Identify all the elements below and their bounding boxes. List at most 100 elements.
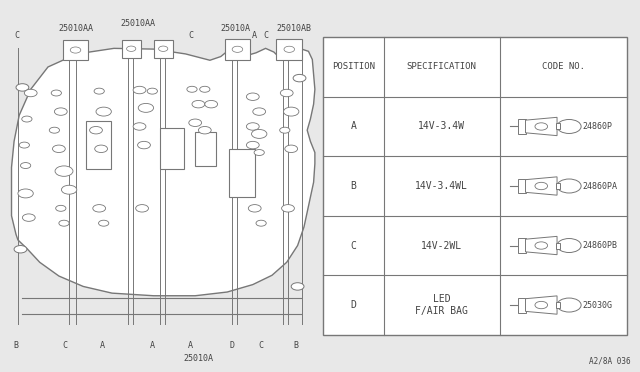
Circle shape: [282, 205, 294, 212]
Bar: [556, 124, 560, 129]
Circle shape: [535, 301, 548, 309]
Circle shape: [127, 46, 136, 51]
Circle shape: [56, 205, 66, 211]
Circle shape: [232, 46, 243, 52]
Circle shape: [284, 107, 299, 116]
Text: A: A: [150, 341, 155, 350]
Circle shape: [20, 163, 31, 169]
Text: B: B: [351, 181, 356, 191]
Circle shape: [22, 214, 35, 221]
Text: C: C: [264, 31, 269, 40]
Circle shape: [192, 100, 205, 108]
Circle shape: [535, 182, 548, 190]
Circle shape: [133, 123, 146, 130]
Circle shape: [198, 126, 211, 134]
Text: 14V-3.4WL: 14V-3.4WL: [415, 181, 468, 191]
Text: 25010A: 25010A: [221, 24, 251, 33]
Circle shape: [248, 205, 261, 212]
Circle shape: [189, 119, 202, 126]
Bar: [518, 298, 525, 312]
Bar: [518, 119, 525, 134]
Circle shape: [253, 108, 266, 115]
Circle shape: [200, 86, 210, 92]
Bar: [556, 302, 560, 308]
Text: 25010AA: 25010AA: [120, 19, 156, 28]
Circle shape: [51, 90, 61, 96]
Circle shape: [54, 108, 67, 115]
Circle shape: [99, 220, 109, 226]
Text: 25010AA: 25010AA: [59, 25, 94, 33]
Text: A: A: [188, 341, 193, 350]
Text: A: A: [351, 122, 356, 131]
Text: C: C: [351, 241, 356, 250]
Circle shape: [59, 220, 69, 226]
Circle shape: [284, 46, 294, 52]
Circle shape: [246, 141, 259, 149]
Text: A: A: [252, 31, 257, 40]
Circle shape: [93, 205, 106, 212]
Text: B: B: [13, 341, 19, 350]
Text: D: D: [229, 341, 234, 350]
Circle shape: [256, 220, 266, 226]
Circle shape: [557, 119, 581, 134]
Circle shape: [535, 242, 548, 249]
Circle shape: [22, 116, 32, 122]
Circle shape: [95, 145, 108, 153]
Polygon shape: [12, 46, 315, 296]
Circle shape: [246, 123, 259, 130]
Text: 24860P: 24860P: [582, 122, 612, 131]
Circle shape: [18, 189, 33, 198]
Circle shape: [138, 103, 154, 112]
Text: C: C: [259, 341, 264, 350]
Circle shape: [280, 127, 290, 133]
Bar: [518, 238, 525, 253]
Text: LED
F/AIR BAG: LED F/AIR BAG: [415, 294, 468, 316]
Bar: [160, 128, 184, 169]
Text: 24860PB: 24860PB: [582, 241, 618, 250]
Polygon shape: [525, 117, 557, 136]
Circle shape: [557, 179, 581, 193]
Circle shape: [96, 107, 111, 116]
Circle shape: [52, 145, 65, 153]
Text: A2/8A 036: A2/8A 036: [589, 356, 630, 365]
Circle shape: [16, 84, 29, 91]
Circle shape: [49, 127, 60, 133]
Circle shape: [70, 47, 81, 53]
Bar: [229, 149, 255, 197]
Text: POSITION: POSITION: [332, 62, 375, 71]
Text: D: D: [351, 300, 356, 310]
Circle shape: [557, 238, 581, 253]
Bar: [518, 179, 525, 193]
Polygon shape: [525, 296, 557, 314]
Circle shape: [246, 93, 259, 100]
Text: 25010AB: 25010AB: [276, 24, 312, 33]
Circle shape: [24, 89, 37, 97]
Text: B: B: [293, 341, 298, 350]
Circle shape: [252, 129, 267, 138]
Circle shape: [90, 126, 102, 134]
Circle shape: [14, 246, 27, 253]
Text: 14V-3.4W: 14V-3.4W: [419, 122, 465, 131]
Circle shape: [285, 145, 298, 153]
Text: C: C: [63, 341, 68, 350]
Text: 14V-2WL: 14V-2WL: [421, 241, 462, 250]
Circle shape: [293, 74, 306, 82]
Circle shape: [535, 123, 548, 130]
Text: 24860PA: 24860PA: [582, 182, 618, 190]
Bar: [195, 132, 216, 166]
Circle shape: [254, 150, 264, 155]
Bar: [556, 243, 560, 248]
Bar: [122, 40, 141, 58]
Bar: [225, 39, 250, 60]
Circle shape: [147, 88, 157, 94]
Text: CODE NO.: CODE NO.: [542, 62, 585, 71]
Circle shape: [205, 100, 218, 108]
Circle shape: [187, 86, 197, 92]
Polygon shape: [525, 236, 557, 255]
Bar: [323, 37, 627, 335]
Text: 25030G: 25030G: [582, 301, 612, 310]
Bar: [154, 40, 173, 58]
Bar: [63, 40, 88, 60]
Bar: [556, 183, 560, 189]
Circle shape: [55, 166, 73, 176]
